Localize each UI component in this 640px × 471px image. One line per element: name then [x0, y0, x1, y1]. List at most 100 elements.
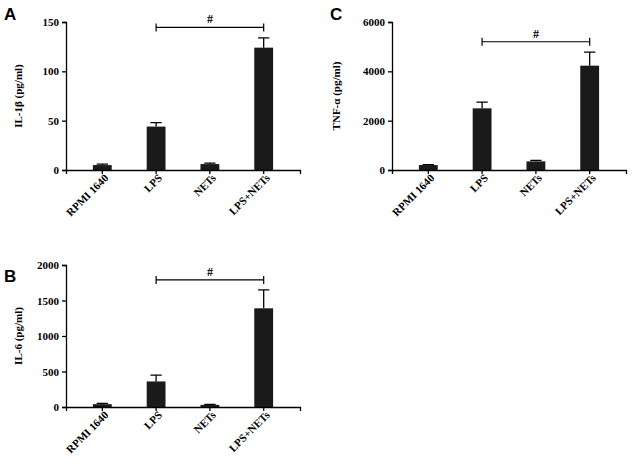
tick-mark: [388, 121, 392, 122]
y-axis-title: IL-6 (pg/ml): [12, 307, 25, 365]
tick-mark: [62, 371, 66, 372]
error-bar: [584, 52, 595, 66]
annotation: #: [207, 12, 213, 26]
tick-label: LPS+NETs: [226, 171, 272, 217]
tick: LPS+NETs: [226, 407, 272, 454]
tick: 50: [48, 115, 66, 127]
tick-label: NETs: [191, 171, 218, 198]
panel: B IL-6 (pg/ml) 0 500 1000 1500 2000 RPMI 1640 LP…: [4, 259, 301, 455]
tick-label: 50: [48, 115, 60, 127]
tick: NETs: [191, 170, 218, 198]
tick: LPS+NETs: [226, 170, 272, 217]
tick-label: RPMI 1640: [390, 171, 437, 218]
y-axis: 0 2000 4000 6000: [363, 16, 393, 176]
tick-label: 500: [43, 366, 60, 378]
bar: [580, 66, 599, 170]
tick: NETs: [191, 407, 218, 435]
tick-mark: [62, 336, 66, 337]
bar: [93, 165, 112, 170]
tick-label: LPS+NETs: [226, 408, 272, 454]
tick-label: 0: [54, 164, 60, 176]
panel-title: C: [330, 5, 342, 24]
x-axis: RPMI 1640 LPS NETs LPS+NETs: [64, 407, 301, 455]
tick: 4000: [363, 65, 392, 77]
axis-line: [62, 23, 67, 171]
axis-line: [388, 23, 393, 171]
error-bar: [204, 404, 215, 406]
panel: A IL-1β (pg/ml) 0 50 100 150 RPMI 1640 LPS NETs L…: [4, 5, 301, 218]
annotation: #: [533, 27, 539, 41]
tick-mark: [62, 71, 66, 72]
tick: NETs: [517, 170, 544, 198]
error-bar: [258, 38, 269, 48]
tick: 6000: [363, 16, 392, 28]
bar: [200, 164, 219, 170]
tick-label: LPS+NETs: [552, 171, 598, 217]
tick: 0: [54, 401, 67, 413]
tick: LPS: [141, 407, 164, 431]
tick-mark: [62, 407, 66, 408]
tick-mark: [62, 300, 66, 301]
error-bar: [476, 102, 487, 108]
tick-label: 100: [43, 65, 60, 77]
figure: A IL-1β (pg/ml) 0 50 100 150 RPMI 1640 LPS NETs L…: [0, 0, 640, 471]
tick-label: NETs: [517, 171, 544, 198]
tick-mark: [62, 170, 66, 171]
tick-label: LPS: [141, 409, 164, 432]
error-bar: [150, 123, 161, 127]
bar: [254, 48, 273, 170]
tick-mark: [388, 22, 392, 23]
tick-label: 1000: [37, 330, 60, 342]
tick: 2000: [37, 259, 66, 271]
plot-area: [419, 52, 599, 170]
plot-area: [93, 290, 273, 407]
tick-label: 4000: [363, 65, 386, 77]
bar: [254, 308, 273, 407]
tick-mark: [62, 22, 66, 23]
bar: [147, 381, 166, 407]
tick-label: NETs: [191, 408, 218, 435]
tick: LPS+NETs: [552, 170, 598, 217]
bar: [200, 405, 219, 407]
tick: 150: [43, 16, 67, 28]
tick: LPS: [141, 170, 164, 194]
y-axis-title: IL-1β (pg/ml): [12, 64, 25, 128]
tick-mark: [62, 265, 66, 266]
y-axis-title: TNF-α (pg/ml): [330, 61, 343, 130]
annotation: #: [207, 265, 213, 279]
tick-label: RPMI 1640: [64, 171, 111, 218]
tick: RPMI 1640: [64, 170, 111, 218]
y-axis: 0 50 100 150: [43, 16, 67, 176]
bar: [93, 404, 112, 407]
tick: 2000: [363, 115, 392, 127]
tick: 0: [380, 164, 393, 176]
error-bar: [204, 162, 215, 164]
error-bar: [150, 375, 161, 381]
tick-mark: [388, 170, 392, 171]
tick-label: 1500: [37, 295, 60, 307]
error-bar: [258, 290, 269, 308]
tick: 100: [43, 65, 67, 77]
tick-label: LPS: [141, 172, 164, 195]
tick-label: 0: [380, 164, 386, 176]
tick: RPMI 1640: [64, 407, 111, 455]
error-bar: [530, 160, 541, 162]
tick-label: LPS: [467, 172, 490, 195]
axis-line: [62, 266, 67, 408]
x-axis: RPMI 1640 LPS NETs LPS+NETs: [64, 170, 301, 218]
bar: [526, 161, 545, 170]
panel-title: A: [4, 5, 16, 24]
tick: 0: [54, 164, 67, 176]
tick: 500: [43, 366, 67, 378]
panel: C TNF-α (pg/ml) 0 2000 4000 6000 RPMI 1640 LPS N…: [330, 5, 627, 218]
tick-label: 0: [54, 401, 60, 413]
tick-mark: [388, 71, 392, 72]
bar: [147, 127, 166, 170]
tick: LPS: [467, 170, 490, 194]
error-bar: [97, 403, 108, 405]
bar: [473, 108, 492, 170]
panel-title: B: [4, 267, 16, 286]
tick: 1000: [37, 330, 66, 342]
plot-area: [93, 38, 273, 170]
tick-label: 6000: [363, 16, 386, 28]
